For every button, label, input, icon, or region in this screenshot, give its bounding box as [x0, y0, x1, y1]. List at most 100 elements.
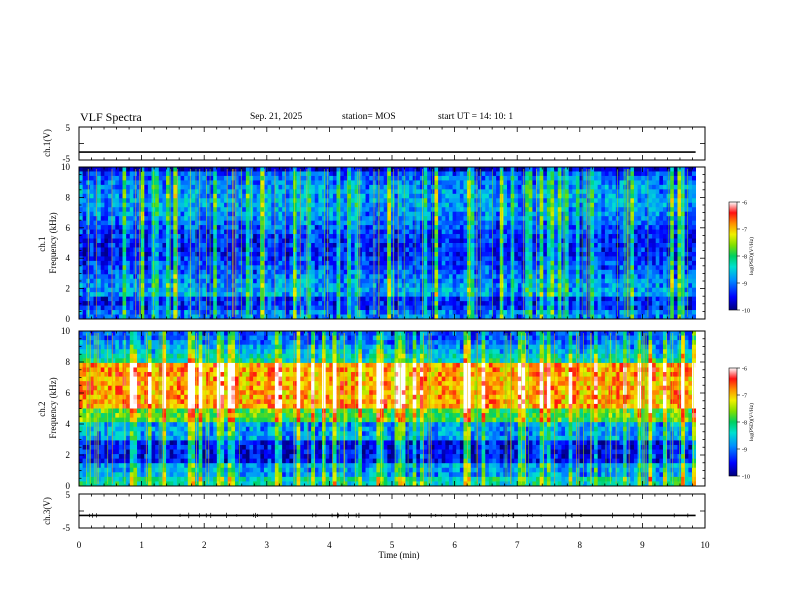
ch1-spectrogram-cell: [104, 269, 109, 275]
ch1-spectrogram-cell: [322, 229, 327, 235]
ch1-spectrogram-cell: [293, 247, 298, 253]
ch1-spectrogram-cell: [601, 229, 606, 235]
ch1-spectrogram-cell: [340, 260, 345, 266]
ch1-spectrogram-cell: [234, 229, 239, 235]
ch1-spectrogram-cell: [340, 274, 345, 280]
ch1-spectrogram-cell: [198, 189, 203, 195]
ch1-spectrogram-cell: [180, 265, 185, 271]
ch1-spectrogram-cell: [274, 283, 279, 289]
ch1-spectrogram-cell: [234, 175, 239, 181]
ch1-spectrogram-cell: [93, 296, 98, 302]
ch1-spectrogram-cell: [652, 202, 657, 208]
ch1-spectrogram-cell: [369, 251, 374, 257]
ch1-spectrogram-cell: [351, 287, 356, 293]
ch1-spectrogram-cell: [198, 260, 203, 266]
ch1-spectrogram-cell: [670, 234, 675, 239]
ch1-spectrogram-cell: [256, 269, 261, 275]
ch1-spectrogram-cell: [198, 216, 203, 222]
ch1-spectrogram-cell: [372, 243, 377, 248]
ch1-spectrogram-cell: [488, 287, 493, 293]
ch1-spectrogram-cell: [619, 180, 624, 186]
ch1-spectrogram-cell: [343, 260, 348, 266]
ch1-spectrogram-cell: [303, 278, 308, 284]
ch1-spectrogram-cell: [594, 193, 599, 199]
ch1-spectrogram-cell: [318, 184, 323, 190]
ch1-spectrogram-cell: [173, 193, 178, 199]
ch1-spectrogram-cell: [626, 175, 631, 181]
ch1-spectrogram-cell: [572, 265, 577, 271]
ch1-spectrogram-cell: [383, 225, 388, 230]
ch1-spectrogram-cell: [601, 193, 606, 199]
ch1-spectrogram-cell: [278, 265, 283, 271]
ch1-spectrogram-cell: [166, 287, 171, 293]
ch1-spectrogram-cell: [557, 211, 562, 217]
ch1-spectrogram-cell: [238, 260, 243, 266]
ch1-spectrogram-cell: [100, 260, 105, 266]
ch1-spectrogram-cell: [293, 287, 298, 293]
ch1-spectrogram-cell: [202, 292, 207, 298]
ch1-spectrogram-cell: [517, 265, 522, 271]
ch1-spectrogram-cell: [191, 287, 196, 293]
ch1-spectrogram-cell: [144, 175, 149, 181]
ch1-spectrogram-cell: [659, 189, 664, 195]
ch1-spectrogram-cell: [358, 283, 363, 289]
ch1-spectrogram-cell: [579, 238, 584, 244]
ch1-spectrogram-cell: [383, 260, 388, 266]
ch1-spectrogram-cell: [332, 171, 337, 177]
ch1-spectrogram-cell: [205, 278, 210, 284]
ch1-spectrogram-cell: [260, 225, 265, 230]
ch1-spectrogram-cell: [398, 260, 403, 266]
ch1-spectrogram-cell: [369, 243, 374, 248]
ch1-spectrogram-cell: [79, 274, 84, 280]
ch1-spectrogram-cell: [557, 247, 562, 253]
ch1-spectrogram-cell: [630, 292, 635, 298]
ch1-spectrogram-cell: [626, 238, 631, 244]
ch1-spectrogram-cell: [307, 171, 312, 177]
ch1-spectrogram-cell: [445, 229, 450, 235]
ch1-spectrogram-cell: [652, 229, 657, 235]
ch1-spectrogram-cell: [575, 202, 580, 208]
ch1-spectrogram-cell: [238, 256, 243, 262]
ch1-spectrogram-cell: [180, 238, 185, 244]
ch1-spectrogram-cell: [419, 189, 424, 195]
ch1-spectrogram-cell: [115, 207, 120, 213]
ch1-spectrogram-cell: [496, 225, 501, 230]
ch1-spectrogram-cell: [198, 238, 203, 244]
ch1-spectrogram-cell: [572, 220, 577, 226]
ch1-spectrogram-cell: [492, 287, 497, 293]
ch1-spectrogram-cell: [575, 180, 580, 186]
ch1-spectrogram-cell: [485, 234, 490, 239]
ch1-spectrogram-cell: [619, 193, 624, 199]
ch1-spectrogram-cell: [329, 225, 334, 230]
ch1-spectrogram-cell: [173, 251, 178, 257]
ch1-spectrogram-cell: [590, 278, 595, 284]
ch1-spectrogram-cell: [637, 184, 642, 190]
ch1-spectrogram-cell: [409, 198, 414, 204]
ch1-spectrogram-cell: [93, 243, 98, 248]
ch1-spectrogram-cell: [543, 278, 548, 284]
ch1-spectrogram-cell: [202, 193, 207, 199]
ch1-spectrogram-cell: [147, 278, 152, 284]
ch1-spectrogram-cell: [481, 238, 486, 244]
ch1-spectrogram-cell: [633, 216, 638, 222]
ch1-spectrogram-cell: [644, 278, 649, 284]
ch1-spectrogram-cell: [456, 243, 461, 248]
ch1-spectrogram-cell: [358, 287, 363, 293]
ch1-spectrogram-cell: [604, 202, 609, 208]
ch1-spectrogram-cell: [104, 243, 109, 248]
ch1-spectrogram-cell: [503, 171, 508, 177]
ch1-spectrogram-cell: [557, 234, 562, 239]
ch1-spectrogram-cell: [673, 180, 678, 186]
ch1-spectrogram-cell: [271, 292, 276, 298]
ch1-spectrogram-cell: [619, 211, 624, 217]
ch1-spectrogram-cell: [485, 251, 490, 257]
ch1-spectrogram-cell: [459, 256, 464, 262]
ch1-spectrogram-cell: [546, 225, 551, 230]
ch1-spectrogram-cell: [554, 274, 559, 280]
ch1-spectrogram-cell: [405, 220, 410, 226]
ch1-spectrogram-cell: [332, 256, 337, 262]
ch1-spectrogram-cell: [108, 251, 113, 257]
ch1-spectrogram-cell: [691, 211, 697, 217]
ch1-spectrogram-cell: [372, 287, 377, 293]
ch1-spectrogram-cell: [452, 287, 457, 293]
